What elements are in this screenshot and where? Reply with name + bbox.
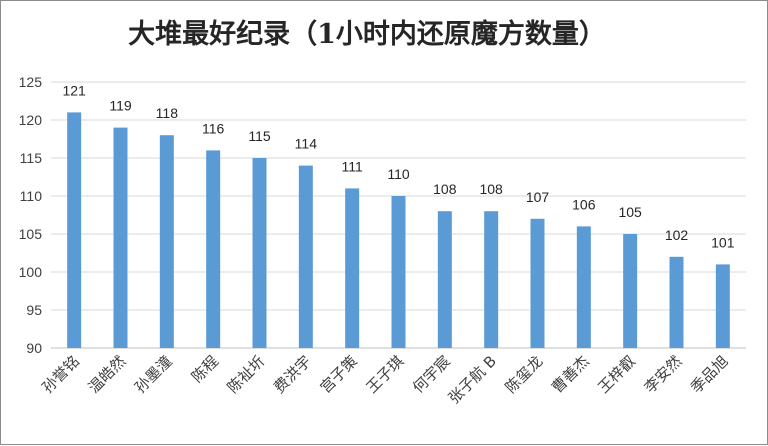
x-tick-label: 陈玺龙 — [502, 352, 547, 397]
data-label: 108 — [433, 181, 457, 197]
bar — [391, 196, 406, 348]
bar — [67, 112, 82, 349]
x-tick-label: 温皓然 — [85, 352, 130, 397]
data-label: 106 — [572, 196, 596, 212]
y-tick-label: 125 — [19, 74, 43, 90]
bar — [530, 218, 545, 348]
data-label: 110 — [387, 166, 410, 182]
x-tick-label: 费洪宇 — [270, 352, 315, 397]
bar — [345, 188, 360, 348]
data-label: 115 — [248, 128, 271, 144]
bar — [715, 264, 730, 348]
x-tick-label: 陈祉圻 — [224, 352, 269, 397]
data-label: 121 — [62, 82, 86, 98]
y-tick-label: 110 — [20, 188, 43, 204]
x-tick-label: 王梓叡 — [594, 352, 639, 397]
x-tick-label: 曹善杰 — [548, 352, 593, 397]
data-label: 102 — [665, 227, 689, 243]
bar — [669, 256, 684, 348]
y-tick-label: 115 — [20, 150, 43, 166]
x-tick-label: 张子航 B — [445, 352, 500, 407]
y-tick-label: 105 — [19, 226, 43, 242]
data-label: 119 — [109, 98, 132, 114]
y-tick-label: 120 — [19, 112, 43, 128]
data-label: 108 — [479, 181, 503, 197]
data-label: 101 — [711, 234, 735, 250]
bar — [206, 150, 221, 348]
x-tick-label: 王子琪 — [363, 352, 408, 397]
bars — [67, 112, 730, 349]
x-tick-label: 孙誉铭 — [38, 352, 83, 397]
x-tick-label: 陈程 — [188, 352, 222, 386]
y-tick-label: 90 — [26, 340, 42, 356]
data-label: 105 — [618, 204, 642, 220]
x-tick-label: 孙墨潼 — [131, 352, 176, 397]
x-tick-label: 季品旭 — [687, 352, 732, 397]
bar — [252, 158, 267, 348]
bar — [113, 127, 128, 348]
data-labels: 121 119 118 116 115 114 111 110 108 108 107 106 105 1… — [62, 82, 734, 250]
data-label: 114 — [295, 136, 318, 152]
bar — [576, 226, 591, 348]
y-tick-label: 95 — [26, 302, 42, 318]
data-label: 107 — [526, 189, 550, 205]
bar — [298, 165, 313, 348]
bar — [484, 211, 499, 348]
bar — [437, 211, 452, 348]
x-tick-label: 何宇宸 — [409, 352, 454, 397]
bar — [159, 135, 174, 348]
data-label: 116 — [202, 120, 225, 136]
y-tick-label: 100 — [19, 264, 43, 280]
chart-title: 大堆最好纪录（1小时内还原魔方数量） — [128, 18, 606, 50]
data-label: 111 — [342, 158, 363, 174]
x-tick-label: 宫子策 — [316, 352, 361, 397]
y-axis: 90 95 100 105 110 115 120 125 — [19, 74, 43, 356]
bar — [623, 234, 638, 348]
data-label: 118 — [156, 105, 179, 121]
x-tick-label: 李安然 — [641, 352, 686, 397]
